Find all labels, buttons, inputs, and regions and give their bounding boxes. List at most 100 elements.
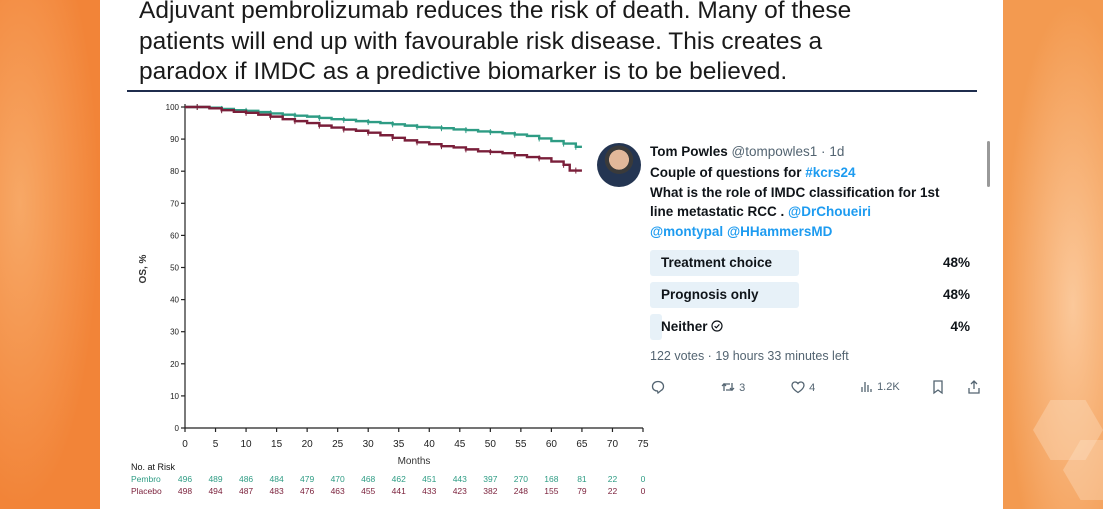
risk-count: 486 xyxy=(239,474,253,484)
mention-link[interactable]: @montypal xyxy=(650,223,724,239)
x-tick-label: 20 xyxy=(302,439,314,450)
x-tick-label: 60 xyxy=(546,439,558,450)
poll-bar xyxy=(650,314,663,340)
y-tick-label: 50 xyxy=(170,264,179,273)
y-tick-label: 90 xyxy=(170,135,179,144)
separator-dot: · xyxy=(821,144,826,159)
poll-bar xyxy=(650,282,799,308)
x-tick-label: 35 xyxy=(393,439,405,450)
risk-count: 483 xyxy=(270,486,284,496)
risk-row-label: Placebo xyxy=(131,486,162,496)
right-background-panel xyxy=(1003,0,1103,509)
scrollbar[interactable] xyxy=(987,141,990,187)
poll-option[interactable]: Prognosis only 48% xyxy=(650,282,970,308)
bookmark-button[interactable] xyxy=(931,379,945,398)
views-button[interactable]: 1.2K xyxy=(860,379,900,393)
x-tick-label: 0 xyxy=(182,439,188,450)
risk-count: 484 xyxy=(270,474,284,484)
tweet-text-line-1: Couple of questions for xyxy=(650,165,806,180)
tweet-header: Tom Powles @tompowles1 · 1d xyxy=(650,144,844,159)
retweet-count: 3 xyxy=(739,382,746,394)
tweet-actions: 3 4 1.2K xyxy=(650,379,985,397)
poll-option-percent: 48% xyxy=(942,287,970,302)
reply-button[interactable] xyxy=(650,379,666,398)
tweet-text-line-3: line metastatic RCC . xyxy=(650,204,789,219)
author-handle[interactable]: @tompowles1 xyxy=(731,144,818,159)
x-tick-label: 5 xyxy=(213,439,219,450)
x-tick-label: 55 xyxy=(515,439,527,450)
x-tick-label: 70 xyxy=(607,439,619,450)
x-tick-label: 15 xyxy=(271,439,283,450)
risk-count: 423 xyxy=(453,486,467,496)
x-tick-label: 65 xyxy=(576,439,588,450)
x-tick-label: 75 xyxy=(637,439,649,450)
risk-count: 468 xyxy=(361,474,375,484)
poll-option[interactable]: Treatment choice 48% xyxy=(650,250,970,276)
like-button[interactable]: 4 xyxy=(790,379,815,395)
y-tick-label: 20 xyxy=(170,360,179,369)
risk-table-title: No. at Risk xyxy=(131,462,176,472)
views-icon xyxy=(861,382,872,392)
retweet-icon xyxy=(721,382,735,392)
risk-count: 476 xyxy=(300,486,314,496)
headline-line-2: patients will end up with favourable ris… xyxy=(139,27,823,55)
risk-count: 441 xyxy=(392,486,406,496)
headline-underline xyxy=(127,90,977,92)
poll-option-percent: 4% xyxy=(950,319,970,334)
y-axis-label: OS, % xyxy=(138,254,149,283)
y-tick-label: 0 xyxy=(175,424,180,433)
x-tick-label: 45 xyxy=(454,439,466,450)
author-name[interactable]: Tom Powles xyxy=(650,144,728,159)
risk-count: 451 xyxy=(422,474,436,484)
reply-icon xyxy=(651,380,665,395)
y-tick-label: 10 xyxy=(170,392,179,401)
mention-link[interactable]: @HHammersMD xyxy=(726,223,833,239)
left-background-panel xyxy=(0,0,100,509)
share-button[interactable] xyxy=(966,379,982,398)
risk-count: 463 xyxy=(331,486,345,496)
risk-count: 248 xyxy=(514,486,528,496)
like-count: 4 xyxy=(809,382,816,394)
risk-count: 382 xyxy=(483,486,497,496)
share-icon xyxy=(968,380,980,394)
y-tick-label: 40 xyxy=(170,296,179,305)
tweet-text-line-2: What is the role of IMDC classification … xyxy=(650,184,940,200)
poll-option-label: Treatment choice xyxy=(661,255,773,270)
retweet-button[interactable]: 3 xyxy=(720,379,745,395)
risk-count: 155 xyxy=(544,486,558,496)
poll-option-label: Prognosis only xyxy=(661,287,759,302)
hashtag-link[interactable]: #kcrs24 xyxy=(805,165,856,180)
risk-count: 22 xyxy=(608,486,618,496)
x-tick-label: 25 xyxy=(332,439,344,450)
headline-line-3: paradox if IMDC as a predictive biomarke… xyxy=(139,58,788,85)
y-tick-label: 70 xyxy=(170,199,179,208)
risk-count: 496 xyxy=(178,474,192,484)
tweet-text: Couple of questions for #kcrs24 What is … xyxy=(650,163,985,241)
avatar[interactable] xyxy=(597,143,641,187)
bookmark-icon xyxy=(933,380,943,395)
y-tick-label: 30 xyxy=(170,328,179,337)
risk-count: 22 xyxy=(608,474,618,484)
poll-votes-status: 122 votes · 19 hours 33 minutes left xyxy=(650,349,849,363)
risk-count: 489 xyxy=(208,474,222,484)
mention-link[interactable]: @DrChoueiri xyxy=(788,204,871,219)
risk-count: 79 xyxy=(577,486,587,496)
y-tick-label: 60 xyxy=(170,231,179,240)
risk-count: 455 xyxy=(361,486,375,496)
y-tick-label: 80 xyxy=(170,167,179,176)
survival-curve-placebo xyxy=(185,105,582,172)
views-count: 1.2K xyxy=(877,381,900,393)
tweet-time[interactable]: 1d xyxy=(829,144,845,159)
risk-count: 443 xyxy=(453,474,467,484)
headline-line-1: Adjuvant pembrolizumab reduces the risk … xyxy=(139,0,852,24)
x-tick-label: 10 xyxy=(241,439,253,450)
poll-option-label: Neither xyxy=(661,319,723,334)
y-tick-label: 100 xyxy=(166,103,180,112)
poll-option[interactable]: Neither 4% xyxy=(650,314,970,340)
x-tick-label: 30 xyxy=(363,439,375,450)
check-circle-icon xyxy=(711,320,723,332)
risk-count: 462 xyxy=(392,474,406,484)
heart-icon xyxy=(791,381,805,394)
x-tick-label: 40 xyxy=(424,439,436,450)
risk-count: 270 xyxy=(514,474,528,484)
